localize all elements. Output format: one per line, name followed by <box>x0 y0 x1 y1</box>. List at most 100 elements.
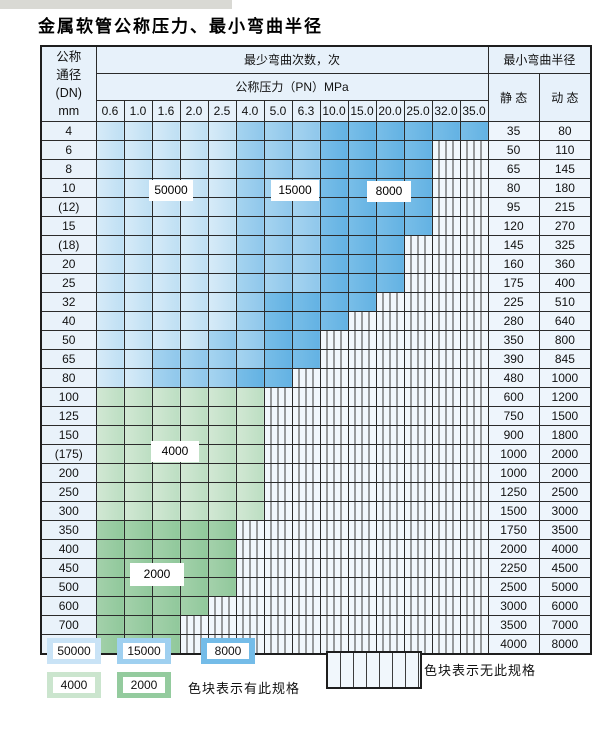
spec-cell-colored <box>319 235 349 255</box>
spec-cell-colored <box>263 368 293 388</box>
spec-cell-colored <box>235 159 265 179</box>
dynamic-radius-value: 4000 <box>538 539 592 559</box>
spec-cell-no-spec <box>291 615 321 635</box>
dn-label: 700 <box>40 615 97 635</box>
spec-cell-colored <box>375 273 405 293</box>
legend-swatch-label: 4000 <box>53 677 95 693</box>
spec-cell-colored <box>207 159 237 179</box>
spec-cell-no-spec <box>375 444 405 464</box>
spec-cell-colored <box>95 425 125 445</box>
spec-cell-colored <box>179 159 209 179</box>
spec-cell-colored <box>403 140 433 160</box>
spec-cell-colored <box>123 368 153 388</box>
spec-cell-no-spec <box>347 501 377 521</box>
spec-cell-colored <box>151 292 181 312</box>
spec-cell-no-spec <box>459 254 489 274</box>
spec-cell-no-spec <box>319 520 349 540</box>
spec-cell-colored <box>235 387 265 407</box>
spec-cell-colored <box>123 596 153 616</box>
spec-cell-no-spec <box>347 368 377 388</box>
spec-cell-colored <box>95 311 125 331</box>
pressure-col-header: 6.3 <box>291 100 321 122</box>
dynamic-radius-value: 80 <box>538 121 592 141</box>
static-radius-value: 95 <box>487 197 540 217</box>
spec-cell-no-spec <box>263 615 293 635</box>
static-radius-value: 50 <box>487 140 540 160</box>
dn-label: 500 <box>40 577 97 597</box>
dynamic-radius-value: 2000 <box>538 463 592 483</box>
dn-label: 4 <box>40 121 97 141</box>
spec-cell-colored <box>207 501 237 521</box>
spec-cell-no-spec <box>375 330 405 350</box>
spec-cell-no-spec <box>403 577 433 597</box>
spec-cell-colored <box>207 254 237 274</box>
spec-cell-colored <box>151 501 181 521</box>
spec-cell-no-spec <box>431 330 461 350</box>
spec-cell-no-spec <box>403 634 433 655</box>
dn-label: 150 <box>40 425 97 445</box>
dn-label: 450 <box>40 558 97 578</box>
spec-cell-colored <box>319 292 349 312</box>
spec-cell-colored <box>235 501 265 521</box>
spec-cell-no-spec <box>403 596 433 616</box>
spec-cell-colored <box>263 254 293 274</box>
spec-cell-no-spec <box>431 482 461 502</box>
spec-cell-no-spec <box>459 368 489 388</box>
pressure-col-header: 4.0 <box>235 100 265 122</box>
table-row-dn-125: 125 750 1500 <box>40 406 592 426</box>
spec-cell-no-spec <box>291 425 321 445</box>
spec-cell-colored <box>95 330 125 350</box>
scan-artifact <box>0 0 232 9</box>
spec-cell-no-spec <box>431 520 461 540</box>
spec-cell-colored <box>207 406 237 426</box>
spec-cell-no-spec <box>431 216 461 236</box>
spec-cell-no-spec <box>459 482 489 502</box>
spec-cell-colored <box>319 254 349 274</box>
dynamic-radius-value: 640 <box>538 311 592 331</box>
spec-cell-colored <box>207 558 237 578</box>
spec-cell-colored <box>151 387 181 407</box>
spec-cell-colored <box>179 140 209 160</box>
spec-cell-no-spec <box>431 425 461 445</box>
spec-cell-colored <box>207 197 237 217</box>
spec-cell-no-spec <box>291 539 321 559</box>
spec-cell-no-spec <box>403 425 433 445</box>
spec-cell-no-spec <box>459 140 489 160</box>
dynamic-radius-value: 1000 <box>538 368 592 388</box>
spec-cell-no-spec <box>459 197 489 217</box>
table-row-dn-350: 350 1750 3500 <box>40 520 592 540</box>
spec-cell-no-spec <box>459 235 489 255</box>
spec-cell-no-spec <box>235 596 265 616</box>
spec-cell-colored <box>235 254 265 274</box>
spec-cell-no-spec <box>403 444 433 464</box>
static-radius-value: 1000 <box>487 463 540 483</box>
spec-cell-colored <box>291 330 321 350</box>
legend-no-spec-swatch <box>326 651 422 689</box>
static-radius-value: 1500 <box>487 501 540 521</box>
spec-cell-colored <box>375 121 405 141</box>
spec-cell-no-spec <box>291 406 321 426</box>
static-radius-value: 900 <box>487 425 540 445</box>
spec-cell-no-spec <box>375 577 405 597</box>
spec-cell-no-spec <box>347 349 377 369</box>
spec-cell-colored <box>151 596 181 616</box>
table-row-dn-150: 150 900 1800 <box>40 425 592 445</box>
table-row-dn-400: 400 2000 4000 <box>40 539 592 559</box>
spec-cell-no-spec <box>347 634 377 655</box>
spec-cell-colored <box>319 311 349 331</box>
spec-cell-colored <box>291 292 321 312</box>
spec-table: 公称 通径 (DN) mm 最少弯曲次数，次 最小弯曲半径 公称压力（PN）MP… <box>40 45 593 655</box>
spec-cell-colored <box>207 368 237 388</box>
pressure-col-header: 0.6 <box>95 100 125 122</box>
spec-cell-colored <box>95 577 125 597</box>
legend-has-spec-text: 色块表示有此规格 <box>188 681 301 696</box>
spec-cell-colored <box>151 216 181 236</box>
spec-cell-colored <box>179 311 209 331</box>
table-row-dn-600: 600 3000 6000 <box>40 596 592 616</box>
spec-cell-no-spec <box>459 349 489 369</box>
spec-cell-colored <box>207 425 237 445</box>
dynamic-radius-value: 1500 <box>538 406 592 426</box>
spec-cell-no-spec <box>375 539 405 559</box>
spec-cell-colored <box>179 520 209 540</box>
spec-cell-no-spec <box>319 387 349 407</box>
